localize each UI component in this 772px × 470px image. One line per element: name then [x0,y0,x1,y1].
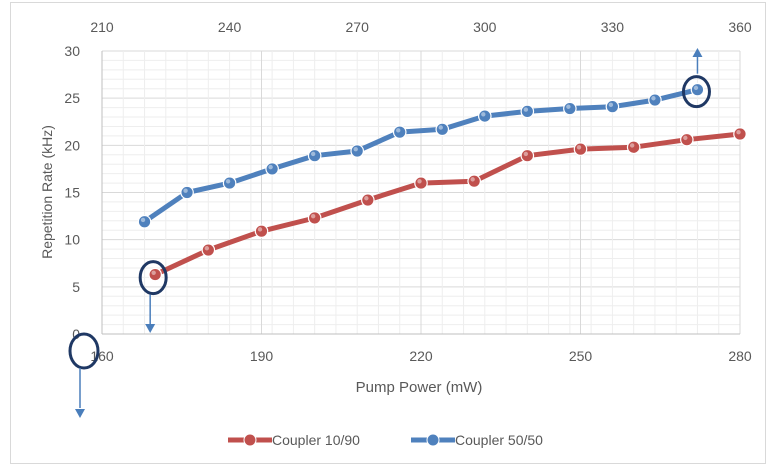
bottom-x-tick-label: 250 [569,348,593,364]
data-point-marker [435,122,450,137]
chart-frame [10,2,766,464]
marker-highlight [225,179,231,184]
marker-highlight [608,102,614,108]
marker-highlight [257,227,263,232]
data-point-marker [477,109,492,123]
y-axis-title: Repetition Rate (kHz) [39,125,55,259]
highlight-ellipse [138,260,168,296]
annotations [68,48,711,418]
x-axis-title: Pump Power (mW) [356,379,483,396]
marker-highlight [629,143,635,148]
marker-highlight [417,179,422,184]
data-point-marker [350,144,364,158]
data-point-marker [733,127,747,141]
data-point-marker [414,176,428,190]
data-point-marker [307,148,322,163]
top-x-tick-label: 210 [90,19,114,35]
data-point-marker [361,193,375,207]
marker-highlight [353,146,358,152]
annotation-arrow-head [145,324,156,333]
data-point-marker [222,176,237,190]
legend-swatch-marker [243,433,257,447]
top-x-tick-label: 300 [473,19,497,35]
marker-highlight [151,270,156,275]
marker-highlight [693,85,699,91]
data-point-marker [648,93,662,107]
marker-highlight [140,217,146,223]
bottom-x-tick-label: 190 [250,348,274,364]
legend-swatch-marker [426,433,440,447]
marker-highlight [183,188,188,193]
data-point-marker [690,82,705,97]
data-point-marker [254,224,269,238]
series-line [142,87,700,225]
y-tick-label: 0 [72,326,80,342]
bottom-x-tick-label: 220 [409,348,433,364]
marker-highlight [576,145,582,150]
marker-highlight [523,151,529,157]
top-x-tick-label: 240 [218,19,242,35]
marker-highlight [268,164,273,170]
y-tick-label: 15 [64,185,80,201]
data-point-marker [573,142,588,156]
marker-highlight [438,125,443,130]
data-point-marker [520,104,535,119]
data-point-marker [392,125,407,139]
top-x-tick-label: 330 [601,19,625,35]
top-x-tick-label: 270 [346,19,370,35]
data-point-marker [520,148,535,163]
marker-highlight [523,107,529,112]
top-x-tick-label: 360 [728,19,752,35]
data-point-marker [626,140,641,155]
legend: Coupler 10/90 Coupler 50/50 [228,432,543,448]
marker-highlight [566,104,571,109]
y-tick-label: 30 [64,43,80,59]
data-point-marker [307,211,322,225]
data-point-marker [563,101,577,116]
marker-highlight [310,213,316,219]
annotation-arrow-head [75,409,85,418]
axes [101,51,740,335]
series-layer [137,82,747,282]
data-point-marker [467,174,481,188]
legend-label: Coupler 50/50 [455,432,543,448]
y-tick-label: 25 [64,90,80,106]
highlight-ellipse [681,75,711,109]
bottom-x-tick-label: 280 [728,348,752,364]
marker-highlight [204,246,210,251]
marker-highlight [396,128,401,133]
y-tick-label: 10 [64,232,80,248]
data-point-marker [680,132,694,147]
marker-highlight [470,177,475,182]
data-point-marker [148,267,162,282]
legend-label: Coupler 10/90 [272,432,360,448]
marker-highlight [364,196,369,201]
marker-highlight [683,135,688,141]
data-point-marker [605,99,620,114]
marker-highlight [651,96,656,101]
marker-highlight [310,151,316,157]
data-point-marker [137,214,152,229]
marker-highlight [481,112,486,117]
series-line [152,131,743,278]
data-point-marker [180,185,194,200]
gridlines [101,50,741,335]
y-tick-label: 20 [64,137,80,153]
marker-highlight [736,130,741,135]
highlight-ellipse [68,332,100,370]
y-tick-label: 5 [72,279,80,295]
data-point-marker [265,162,279,176]
annotation-arrow-head [692,48,703,57]
data-point-marker [201,243,216,257]
